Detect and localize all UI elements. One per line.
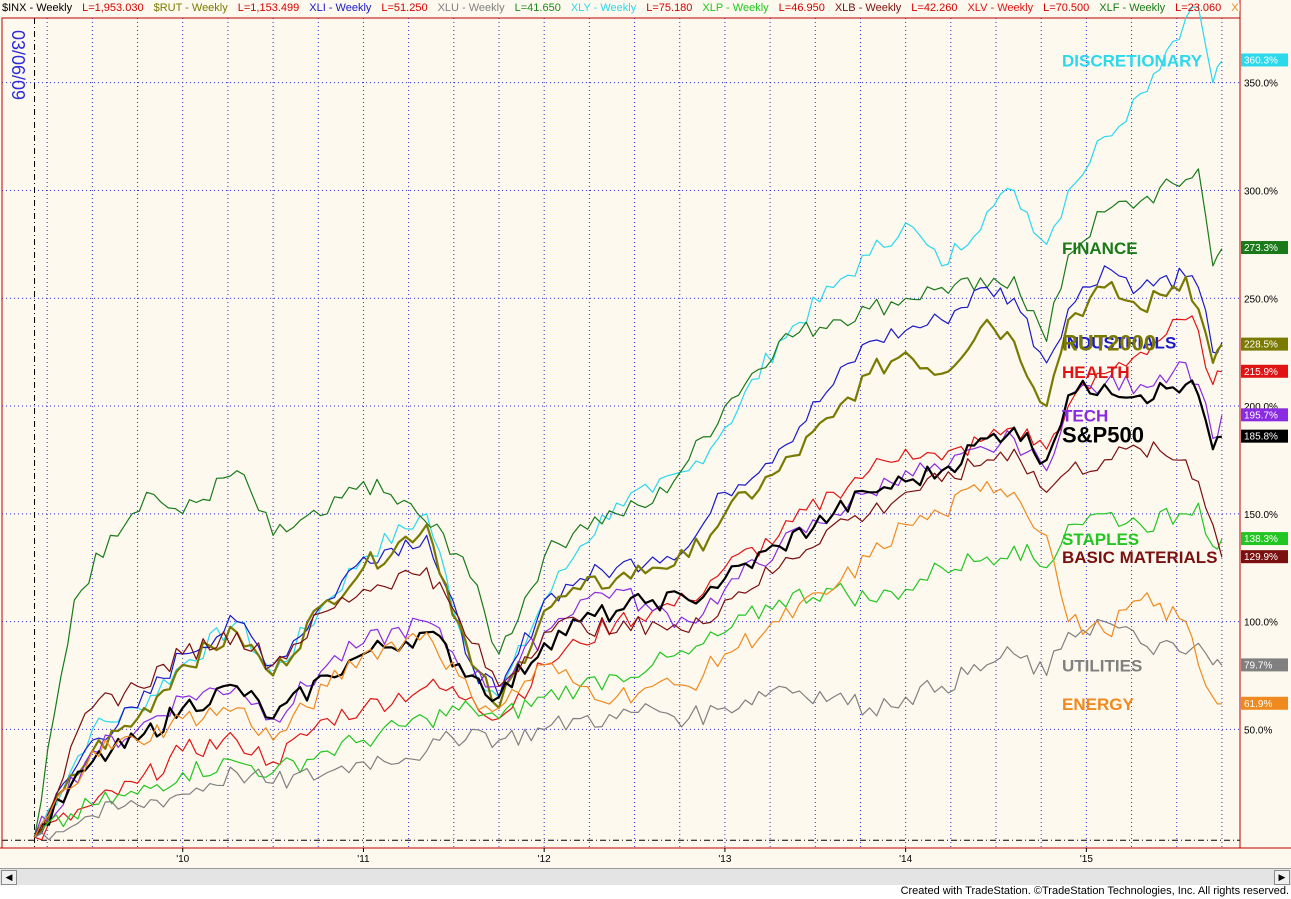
- scroll-left-arrow-icon[interactable]: ◀: [1, 870, 17, 885]
- last-value-text: 228.5%: [1244, 340, 1278, 351]
- last-value-tag: [1241, 337, 1288, 351]
- last-value-text: 215.9%: [1244, 367, 1278, 378]
- chart-area: 50.0% 100.0% 150.0% 200.0% 250.0% 300.0% 350.0…: [0, 0, 1291, 868]
- legend-item: XLI - Weekly: [309, 2, 372, 14]
- last-value-tag: [1241, 408, 1288, 422]
- x-tick-label: '13: [718, 854, 731, 865]
- legend-item: XLP - Weekly: [702, 2, 769, 14]
- series-name-label: STAPLES: [1062, 530, 1139, 549]
- legend-item: XLU - Weekly: [437, 2, 505, 14]
- last-value-tag: [1241, 550, 1288, 564]
- legend-item: L=75.180: [646, 2, 693, 14]
- legend-item: L=51.250: [381, 2, 428, 14]
- series-name-label: FINANCE: [1062, 239, 1138, 258]
- horizontal-scrollbar[interactable]: ◀ ▶: [0, 868, 1291, 885]
- last-value-tag: [1241, 241, 1288, 255]
- y-tick-label: 300.0%: [1244, 186, 1278, 197]
- series-line: [33, 6, 1223, 838]
- legend-item: $INX - Weekly: [2, 2, 73, 14]
- x-tick-label: '11: [357, 854, 370, 865]
- last-value-text: 79.7%: [1244, 660, 1272, 671]
- series-name-label: UTILITIES: [1062, 656, 1142, 675]
- series-name-label: BASIC MATERIALS: [1062, 548, 1218, 567]
- series-name-label: HEALTH: [1062, 363, 1130, 382]
- legend-item: L=1,953.030: [82, 2, 144, 14]
- series-line: [33, 168, 1223, 838]
- legend-item: XLB - Weekly: [834, 2, 902, 14]
- series-line: [34, 441, 1223, 838]
- last-value-tag: [1241, 53, 1288, 67]
- legend-item: $RUT - Weekly: [153, 2, 228, 14]
- start-date-label: 03/06/09: [8, 30, 28, 100]
- series-line: [33, 379, 1223, 838]
- last-value-text: 273.3%: [1244, 243, 1278, 254]
- last-value-text: 195.7%: [1244, 410, 1278, 421]
- last-value-text: 138.3%: [1244, 534, 1278, 545]
- series-line: [33, 480, 1222, 838]
- series-line: [34, 502, 1223, 838]
- series-name-label: S&P500: [1062, 423, 1144, 448]
- legend-bar: $INX - Weekly L=1,953.030 $RUT - Weekly L=1…: [2, 2, 1240, 17]
- chart-svg: 50.0% 100.0% 150.0% 200.0% 250.0% 300.0% 350.0…: [0, 0, 1291, 865]
- legend-item: L=70.500: [1043, 2, 1090, 14]
- y-tick-label: 350.0%: [1244, 79, 1278, 90]
- series-line: [33, 361, 1223, 838]
- series-name-label: INDUSTRIALS: [1062, 333, 1176, 352]
- series-line: [33, 275, 1223, 839]
- x-tick-label: '14: [899, 854, 912, 865]
- x-tick-label: '12: [538, 854, 551, 865]
- legend-item: L=46.950: [778, 2, 825, 14]
- last-value-tag: [1241, 532, 1288, 546]
- series-line: [34, 618, 1223, 841]
- legend-item: L=1,153.499: [237, 2, 300, 14]
- series-name-label: DISCRETIONARY: [1062, 51, 1203, 70]
- y-tick-label: 100.0%: [1244, 618, 1278, 629]
- last-value-tag: [1241, 696, 1288, 710]
- legend-item: L=42.260: [911, 2, 958, 14]
- last-value-text: 61.9%: [1244, 699, 1272, 710]
- footer-copyright: Created with TradeStation. ©TradeStation…: [900, 885, 1289, 897]
- last-value-tag: [1241, 429, 1288, 443]
- last-value-text: 129.9%: [1244, 552, 1278, 563]
- last-value-text: 185.8%: [1244, 432, 1278, 443]
- x-tick-label: '10: [176, 854, 189, 865]
- legend-item: L=41.650: [514, 2, 561, 14]
- series-name-label: TECH: [1062, 406, 1108, 425]
- y-tick-label: 150.0%: [1244, 510, 1278, 521]
- last-value-text: 360.3%: [1244, 55, 1278, 66]
- last-value-tag: [1241, 658, 1288, 672]
- scroll-right-arrow-icon[interactable]: ▶: [1274, 870, 1290, 885]
- last-value-tag: [1241, 364, 1288, 378]
- series-name-label: RUT2000: [1062, 331, 1156, 356]
- x-tick-label: '15: [1080, 854, 1093, 865]
- series-line: [34, 315, 1223, 841]
- series-line: [34, 265, 1223, 838]
- legend-item: XLY - Weekly: [570, 2, 637, 14]
- y-tick-label: 200.0%: [1244, 402, 1278, 413]
- y-tick-label: 250.0%: [1244, 294, 1278, 305]
- series-name-label: ENERGY: [1062, 695, 1134, 714]
- y-tick-label: 50.0%: [1244, 725, 1272, 736]
- legend-item: XLF - Weekly: [1099, 2, 1166, 14]
- legend-item: XLV - Weekly: [967, 2, 1034, 14]
- legend-item: XLE - Weekly: [1231, 2, 1240, 14]
- legend-item: L=23.060: [1175, 2, 1222, 14]
